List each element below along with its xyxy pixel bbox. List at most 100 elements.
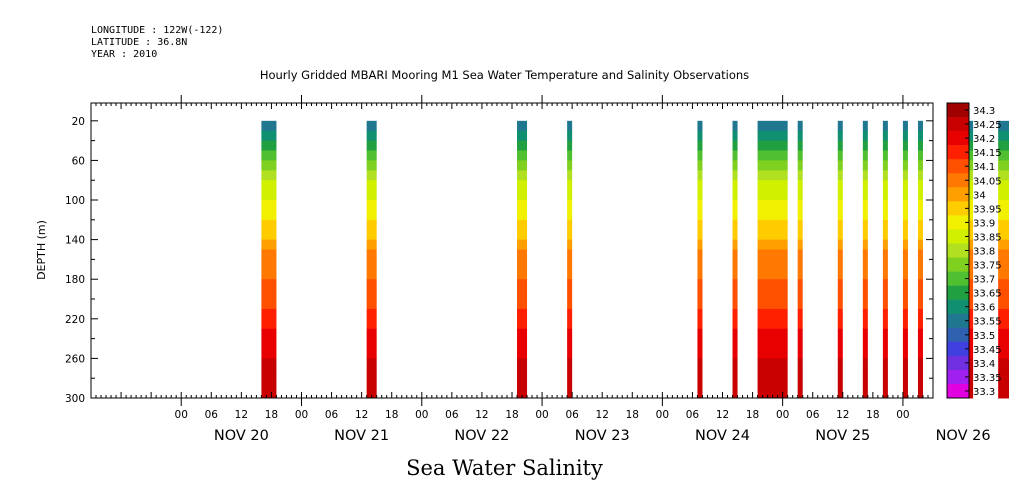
salinity-cell [732, 200, 738, 211]
salinity-cell [917, 378, 923, 389]
chart-title: Hourly Gridded MBARI Mooring M1 Sea Wate… [259, 68, 750, 82]
salinity-cell [902, 378, 908, 389]
salinity-cell [837, 289, 843, 300]
x-axis-title: Sea Water Salinity [406, 456, 603, 480]
salinity-cell [261, 259, 277, 270]
salinity-cell [902, 130, 908, 142]
x-day-label: NOV 26 [936, 428, 991, 444]
salinity-cell [862, 328, 868, 340]
salinity-cell [567, 140, 573, 152]
salinity-cell [697, 269, 703, 280]
salinity-cell [732, 348, 738, 359]
colorbar-swatch [947, 173, 969, 188]
y-tick-label: 60 [72, 155, 85, 167]
salinity-cell [757, 358, 788, 369]
salinity-cell [697, 209, 703, 221]
salinity-cell [697, 239, 703, 251]
salinity-cell [697, 200, 703, 211]
salinity-cell [732, 279, 738, 290]
salinity-cell [882, 180, 888, 191]
salinity-cell [567, 328, 573, 340]
salinity-cell [862, 120, 868, 132]
colorbar-swatch [947, 299, 969, 315]
salinity-cell [902, 368, 908, 379]
salinity-cell [366, 378, 377, 389]
salinity-cell [261, 209, 277, 221]
salinity-cell [757, 170, 788, 181]
salinity-cell [917, 328, 923, 340]
salinity-cell [882, 388, 888, 399]
salinity-cell [732, 130, 738, 142]
salinity-cell [998, 318, 1009, 330]
salinity-cell [797, 328, 803, 340]
salinity-cell [998, 229, 1009, 241]
observation-column [882, 120, 888, 399]
salinity-cell [882, 200, 888, 211]
salinity-cell [697, 190, 703, 201]
salinity-cell [757, 249, 788, 260]
salinity-cell [862, 338, 868, 350]
salinity-cell [757, 328, 788, 340]
salinity-cell [797, 120, 803, 132]
salinity-cell [757, 219, 788, 231]
x-tick-label: 00 [656, 409, 669, 421]
salinity-cell [998, 190, 1009, 201]
salinity-cell [837, 368, 843, 379]
salinity-cell [567, 289, 573, 300]
salinity-cell [837, 219, 843, 231]
salinity-cell [917, 249, 923, 260]
salinity-cell [567, 338, 573, 350]
salinity-cell [797, 358, 803, 369]
salinity-cell [917, 140, 923, 152]
colorbar-swatch [947, 383, 969, 399]
salinity-cell [902, 358, 908, 369]
colorbar-label: 33.5 [973, 331, 995, 342]
salinity-cell [261, 368, 277, 379]
salinity-cell [366, 180, 377, 191]
salinity-cell [882, 190, 888, 201]
x-tick-label: 12 [596, 409, 609, 421]
salinity-cell [797, 150, 803, 161]
salinity-cell [261, 160, 277, 171]
salinity-cell [797, 249, 803, 260]
salinity-cell [902, 190, 908, 201]
x-day-label: NOV 23 [575, 428, 630, 444]
salinity-cell [917, 308, 923, 320]
salinity-cell [261, 190, 277, 201]
salinity-cell [862, 170, 868, 181]
salinity-cell [882, 348, 888, 359]
salinity-cell [757, 130, 788, 142]
x-tick-label: 18 [626, 409, 639, 421]
salinity-cell [757, 378, 788, 389]
salinity-cell [366, 368, 377, 379]
salinity-cell [902, 308, 908, 320]
colorbar-label: 33.6 [973, 303, 995, 314]
salinity-cell [797, 308, 803, 320]
salinity-cell [882, 328, 888, 340]
salinity-cell [366, 120, 377, 132]
salinity-cell [862, 249, 868, 260]
salinity-cell [567, 150, 573, 161]
salinity-cell [862, 140, 868, 152]
salinity-cell [837, 338, 843, 350]
salinity-cell [998, 348, 1009, 359]
salinity-cell [517, 180, 528, 191]
salinity-cell [797, 140, 803, 152]
salinity-cell [998, 160, 1009, 171]
salinity-cell [697, 378, 703, 389]
salinity-cell [902, 120, 908, 132]
salinity-cell [366, 358, 377, 369]
colorbar-label: 34.1 [973, 162, 995, 173]
observation-column [797, 120, 803, 399]
salinity-cell [837, 358, 843, 369]
salinity-cell [797, 200, 803, 211]
salinity-cell [732, 160, 738, 171]
salinity-cell [697, 120, 703, 132]
salinity-cell [837, 150, 843, 161]
colorbar-label: 33.55 [973, 317, 1002, 328]
colorbar-label: 33.45 [973, 345, 1002, 356]
salinity-cell [917, 368, 923, 379]
salinity-cell [917, 358, 923, 369]
y-tick-label: 140 [65, 235, 85, 247]
salinity-cell [697, 299, 703, 310]
